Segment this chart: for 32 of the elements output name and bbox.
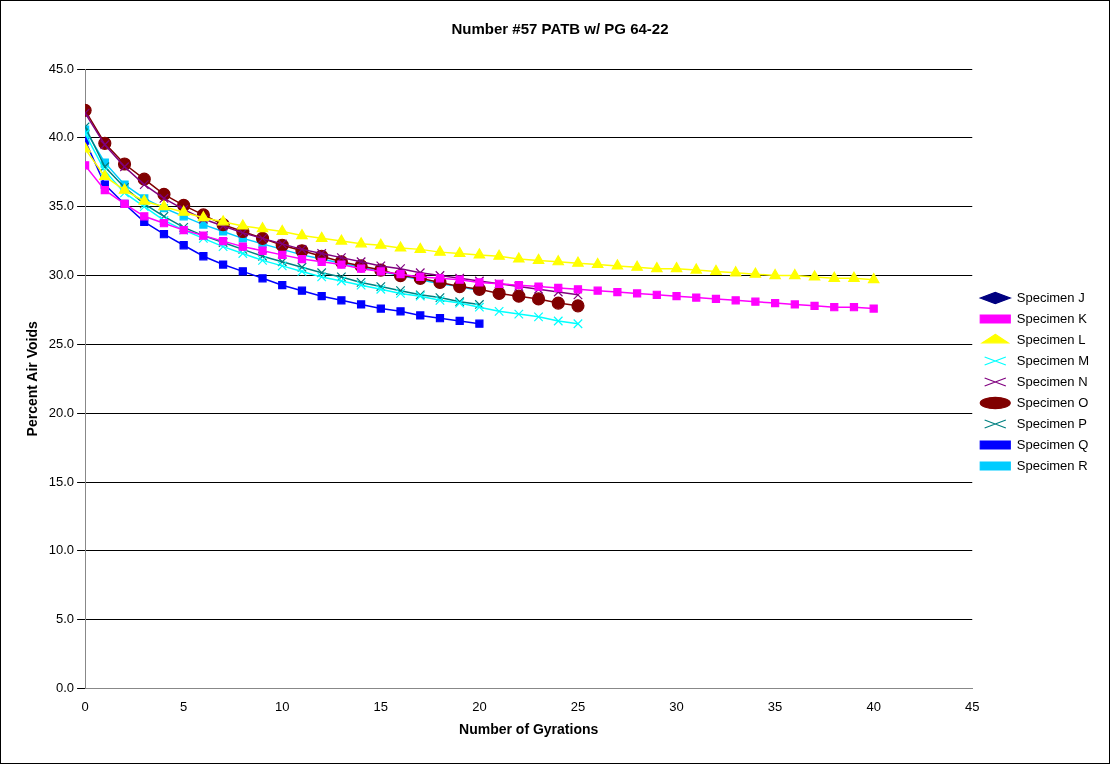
y-tick-label: 5.0 <box>56 611 75 627</box>
x-tick-label: 45 <box>965 698 980 714</box>
legend-label: Specimen L <box>1016 331 1086 347</box>
y-tick-label: 30.0 <box>48 267 75 283</box>
y-tick-label: 40.0 <box>48 129 75 145</box>
y-axis-title: Percent Air Voids <box>24 321 41 437</box>
x-tick-label: 30 <box>669 698 684 714</box>
x-tick-label: 40 <box>866 698 881 714</box>
legend-label: Specimen K <box>1016 310 1088 326</box>
legend-label: Specimen N <box>1016 373 1088 389</box>
x-tick-label: 25 <box>570 698 586 714</box>
x-tick-label: 35 <box>767 698 783 714</box>
y-tick-label: 10.0 <box>48 542 75 558</box>
legend-label: Specimen R <box>1016 457 1088 473</box>
legend-label: Specimen O <box>1016 394 1089 410</box>
legend-label: Specimen M <box>1016 352 1089 368</box>
y-tick-label: 20.0 <box>48 404 75 420</box>
x-axis-title: Number of Gyrations <box>459 721 599 738</box>
legend-label: Specimen J <box>1016 289 1085 305</box>
y-tick-label: 45.0 <box>48 60 75 76</box>
x-tick-label: 10 <box>275 698 290 714</box>
x-tick-label: 20 <box>472 698 487 714</box>
x-tick-label: 0 <box>81 698 89 714</box>
x-tick-label: 15 <box>373 698 389 714</box>
y-tick-label: 15.0 <box>48 473 75 489</box>
y-tick-label: 0.0 <box>56 680 75 696</box>
y-tick-label: 25.0 <box>48 335 75 351</box>
legend-label: Specimen Q <box>1016 436 1089 452</box>
chart-title: Number #57 PATB w/ PG 64-22 <box>451 20 669 38</box>
y-tick-label: 35.0 <box>48 198 75 214</box>
legend-label: Specimen P <box>1016 415 1087 431</box>
x-tick-label: 5 <box>180 698 188 714</box>
